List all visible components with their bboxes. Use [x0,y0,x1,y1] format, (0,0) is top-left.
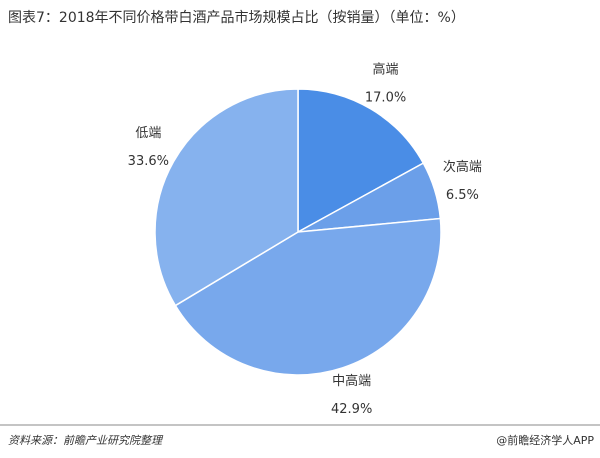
value-label: 6.5% [446,188,479,203]
slice-label: 次高端 [443,159,482,175]
slice-label: 高端 [373,61,399,77]
slice-label: 低端 [135,126,161,141]
pie-slice [297,88,425,234]
value-label: 17.0% [365,90,406,105]
brand: @前瞻经济学人APP [496,433,594,447]
slice-label: 中高端 [332,373,371,389]
value-label: 33.6% [128,154,169,169]
pie-slice [154,88,299,307]
source: 资料来源：前瞻产业研究院整理 [8,434,164,447]
pie-slice [174,217,442,376]
value-label: 42.9% [331,402,372,417]
chart-title: 图表7：2018年不同价格带白酒产品市场规模占比（按销量）（单位：%） [8,9,465,26]
